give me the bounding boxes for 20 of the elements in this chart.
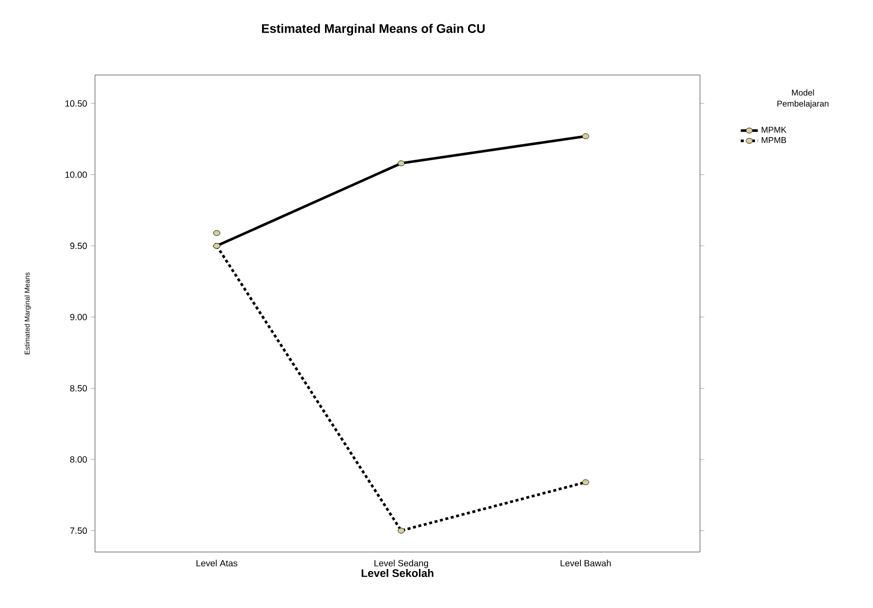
chart-title: Estimated Marginal Means of Gain CU <box>262 24 485 36</box>
y-tick-label: 8.00 <box>70 456 87 463</box>
x-tick-label: Level Bawah <box>560 560 611 566</box>
y-tick-label: 10.50 <box>65 100 87 107</box>
legend-label: MPMB <box>762 137 786 144</box>
legend-label: MPMK <box>762 126 786 133</box>
point <box>398 528 405 534</box>
x-tick-label: Level Atas <box>196 560 238 566</box>
y-tick-label: 8.50 <box>70 385 87 392</box>
point <box>582 133 590 140</box>
point <box>398 160 405 166</box>
x-axis-title: Level Sekolah <box>362 568 434 578</box>
y-tick-label: 9.50 <box>70 242 87 250</box>
point <box>213 230 220 236</box>
y-tick-label: 9.00 <box>70 314 87 320</box>
legend-title: Model Pembelajaran <box>777 89 828 108</box>
x-tick-label: Level Sedang <box>374 560 428 568</box>
y-tick-label: 10.00 <box>65 171 87 178</box>
y-tick-label: 7.50 <box>70 527 87 534</box>
point <box>582 479 590 486</box>
